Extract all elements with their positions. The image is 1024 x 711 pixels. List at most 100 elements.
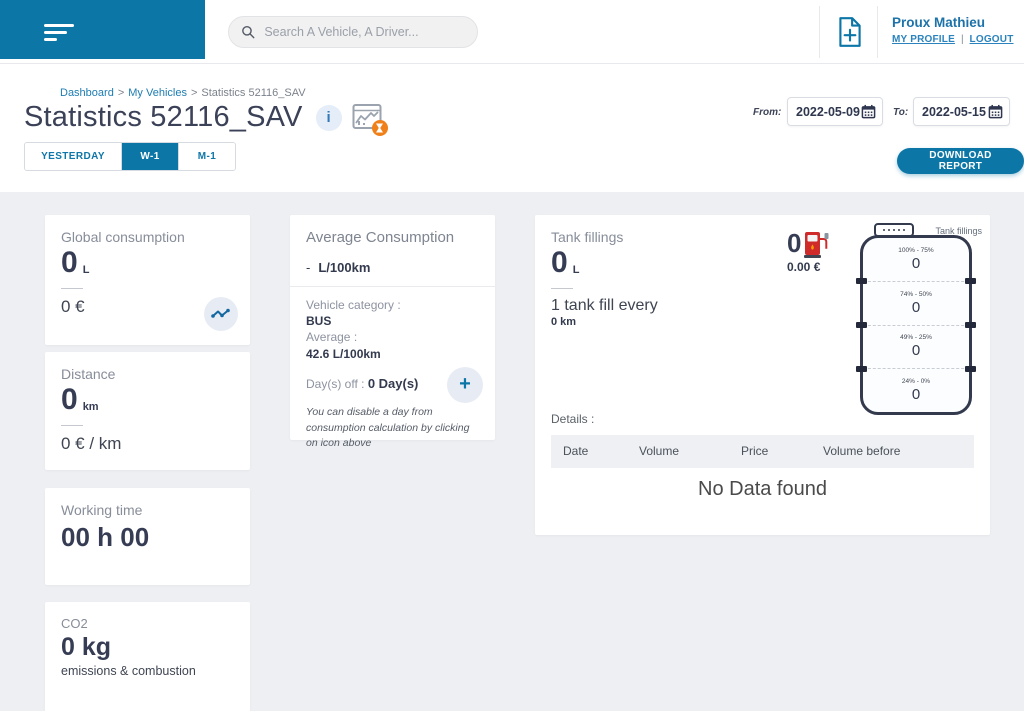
column-volume: Volume — [639, 444, 680, 458]
card-title: CO2 — [61, 616, 88, 631]
download-report-button[interactable]: DOWNLOAD REPORT — [897, 148, 1024, 174]
trend-chart-icon[interactable] — [204, 297, 238, 331]
new-report-icon[interactable] — [835, 16, 865, 48]
plus-icon: + — [459, 373, 471, 395]
average-label: Average : — [306, 330, 358, 345]
days-off-note: You can disable a day from consumption c… — [306, 406, 470, 449]
from-label: From: — [753, 107, 782, 118]
global-consumption-value: 0 — [61, 246, 78, 279]
tank-level-row: 24% - 0% 0 — [863, 368, 969, 412]
date-to-input[interactable]: 2022-05-15 — [913, 97, 1010, 126]
main-content: Global consumption 0 L 0 € Distance 0 km… — [0, 192, 1024, 711]
to-label: To: — [893, 107, 909, 118]
tank-volume-unit: L — [572, 264, 580, 276]
card-title: Distance — [61, 366, 116, 382]
search-input[interactable] — [264, 25, 465, 39]
divider — [61, 288, 83, 289]
header-divider — [877, 6, 878, 58]
distance-unit: km — [82, 401, 99, 413]
logout-link[interactable]: LOGOUT — [969, 34, 1014, 45]
distance-cost: 0 € / km — [61, 434, 122, 453]
user-name: Proux Mathieu — [892, 15, 986, 30]
distance-card: Distance 0 km 0 € / km — [45, 352, 250, 470]
calendar-icon — [988, 104, 1003, 119]
average-consumption-card: Average Consumption - L/100km Vehicle cat… — [290, 215, 495, 449]
tank-fill-frequency: 1 tank fill every — [551, 297, 658, 314]
page-title: Statistics 52116_SAV — [24, 101, 303, 133]
tank-volume-value: 0 — [551, 246, 568, 279]
divider — [290, 286, 495, 287]
tank-fill-count: 0 — [787, 228, 802, 258]
vehicle-category-value: BUS — [306, 314, 332, 329]
my-profile-link[interactable]: MY PROFILE — [892, 34, 955, 45]
sidebar-toggle[interactable] — [0, 0, 205, 59]
divider — [551, 288, 573, 289]
tab-m-1[interactable]: M-1 — [178, 143, 235, 170]
days-off-value: 0 Day(s) — [367, 375, 419, 391]
tank-weld-mark — [965, 366, 976, 372]
statistics-chart-icon[interactable] — [352, 102, 388, 136]
tank-fill-distance: 0 km — [551, 316, 577, 328]
average-unit: L/100km — [318, 260, 371, 275]
column-date: Date — [563, 444, 589, 458]
hourglass-badge-icon — [371, 119, 388, 136]
user-block: Proux Mathieu MY PROFILE | LOGOUT — [892, 15, 1014, 45]
vehicle-category-label: Vehicle category : — [306, 298, 401, 312]
fuel-pump-icon — [804, 232, 829, 258]
tank-fill-cost: 0.00 € — [787, 260, 821, 274]
tank-diagram-label: Tank fillings — [935, 226, 982, 236]
tank-weld-mark — [856, 366, 867, 372]
top-bar: Proux Mathieu MY PROFILE | LOGOUT — [0, 0, 1024, 64]
tank-weld-mark — [965, 322, 976, 328]
global-consumption-unit: L — [82, 264, 90, 276]
days-off-label: Day(s) off : — [306, 376, 365, 391]
details-label: Details : — [551, 412, 595, 426]
date-from-input[interactable]: 2022-05-09 — [787, 97, 883, 126]
tank-level-row: 74% - 50% 0 — [863, 280, 969, 325]
tank-weld-mark — [856, 322, 867, 328]
header-divider — [819, 6, 820, 58]
tank-body: 100% - 75% 0 74% - 50% 0 49% - 25% 0 24%… — [860, 235, 972, 415]
co2-subtitle: emissions & combustion — [61, 664, 196, 678]
distance-value: 0 — [61, 383, 78, 416]
tank-level-row: 49% - 25% 0 — [863, 324, 969, 369]
breadcrumb-current: Statistics 52116_SAV — [201, 87, 306, 99]
period-tabs: YESTERDAY W-1 M-1 — [24, 142, 236, 171]
menu-icon — [44, 24, 74, 45]
breadcrumb-my-vehicles[interactable]: My Vehicles — [128, 87, 187, 99]
column-volume-before: Volume before — [823, 444, 901, 458]
co2-value: 0 kg — [61, 633, 112, 661]
tank-fill-count-block: 0 0.00 € — [787, 229, 831, 274]
search-box[interactable] — [228, 16, 478, 48]
column-price: Price — [741, 444, 769, 458]
calendar-icon — [861, 104, 876, 119]
tank-diagram: Tank fillings 100% - 75% 0 74% - 50% 0 4… — [856, 223, 982, 418]
page-header: Dashboard > My Vehicles > Statistics 52116_S… — [0, 64, 1024, 192]
breadcrumb: Dashboard > My Vehicles > Statistics 52116_S… — [60, 87, 306, 99]
working-time-value: 00 h 00 — [61, 522, 150, 552]
tank-weld-mark — [965, 278, 976, 284]
add-day-off-button[interactable]: + — [447, 367, 483, 403]
card-title: Global consumption — [61, 229, 185, 245]
links-separator: | — [960, 34, 964, 45]
tab-yesterday[interactable]: YESTERDAY — [25, 143, 121, 170]
card-title: Average Consumption — [306, 229, 455, 246]
average-value-detail: 42.6 L/100km — [306, 346, 381, 361]
tank-cap-icon — [874, 223, 914, 237]
breadcrumb-dashboard[interactable]: Dashboard — [60, 87, 114, 99]
global-consumption-cost: 0 € — [61, 297, 85, 316]
card-title: Working time — [61, 502, 143, 518]
divider — [61, 425, 83, 426]
co2-card: CO2 0 kg emissions & combustion — [45, 602, 250, 711]
fillings-table-header: Date Volume Price Volume before — [551, 435, 974, 468]
average-value: - — [306, 260, 311, 275]
info-icon[interactable]: i — [315, 104, 342, 131]
global-consumption-card: Global consumption 0 L 0 € — [45, 215, 250, 345]
tank-level-row: 100% - 75% 0 — [898, 246, 934, 272]
card-title: Tank fillings — [551, 229, 624, 245]
empty-state-text: No Data found — [698, 478, 827, 500]
search-icon — [242, 25, 255, 39]
tank-fillings-card: Tank fillings 0 L 1 tank fill every 0 km… — [535, 215, 990, 535]
working-time-card: Working time 00 h 00 — [45, 488, 250, 585]
tab-w-1[interactable]: W-1 — [121, 143, 178, 170]
